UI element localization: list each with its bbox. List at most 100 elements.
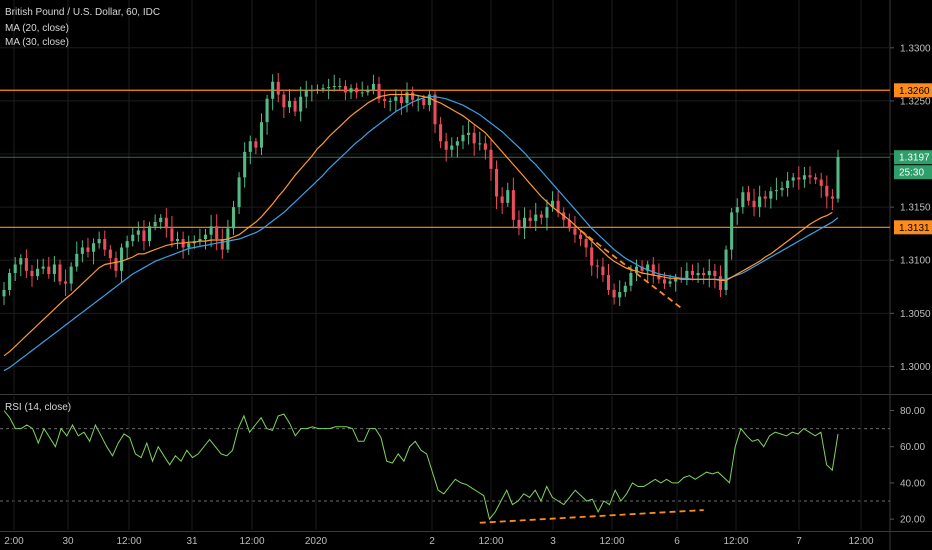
candle-body	[265, 98, 269, 123]
candle-body	[315, 89, 319, 91]
ma20-line	[3, 93, 833, 357]
candle-body	[718, 276, 722, 290]
chart-title: British Pound / U.S. Dollar, 60, IDC	[5, 7, 161, 18]
candle-body	[360, 92, 364, 94]
candle-body	[80, 247, 84, 254]
candle-body	[411, 92, 415, 100]
candle-body	[713, 270, 717, 277]
candle-body	[19, 258, 23, 265]
candle-body	[136, 230, 140, 235]
candle-body	[237, 177, 241, 208]
candle-body	[399, 96, 403, 104]
countdown-badge: 25:30	[899, 168, 924, 179]
candle-body	[383, 98, 387, 101]
candle-body	[439, 124, 443, 142]
candle-body	[791, 177, 795, 181]
time-tick-label: 12:00	[599, 536, 624, 547]
candle-body	[763, 196, 767, 199]
candle-body	[489, 149, 493, 169]
candle-body	[433, 94, 437, 125]
candle-body	[814, 177, 818, 180]
candle-body	[86, 247, 90, 252]
candle-body	[830, 196, 834, 199]
rsi-divergence-trendline	[479, 509, 704, 524]
candle-body	[75, 253, 79, 267]
candle-body	[696, 272, 700, 276]
last-price-badge: 1.3197	[899, 153, 930, 164]
candle-body	[58, 264, 62, 282]
time-tick-label: 2:00	[4, 536, 24, 547]
candle-body	[8, 272, 12, 290]
candle-body	[282, 94, 286, 108]
candle-body	[92, 243, 96, 252]
candle-body	[730, 212, 734, 250]
candle-body	[702, 272, 706, 276]
candle-body	[657, 275, 661, 280]
candle-body	[427, 94, 431, 106]
candle-body	[327, 87, 331, 89]
candle-body	[366, 90, 370, 93]
last-price-badge-bg	[894, 150, 932, 165]
candle-body	[175, 238, 180, 242]
candle-body	[332, 86, 336, 88]
candle-body	[159, 217, 163, 222]
candle-body	[422, 98, 426, 106]
candle-body	[623, 285, 627, 293]
candle-body	[539, 214, 543, 218]
candle-body	[215, 226, 219, 239]
candle-body	[338, 86, 342, 88]
candle-body	[259, 122, 264, 148]
rsi-line	[3, 410, 839, 521]
time-tick-label: 3	[550, 536, 556, 547]
candle-body	[780, 188, 784, 191]
candle-body	[685, 270, 689, 280]
candle-body	[674, 278, 678, 282]
candle-body	[741, 192, 745, 208]
candle-body	[254, 141, 258, 148]
time-tick-label: 31	[186, 536, 198, 547]
candle-body	[103, 238, 107, 250]
candle-body	[517, 219, 521, 229]
candle-body	[573, 228, 577, 235]
candle-body	[640, 266, 644, 271]
time-tick-label: 30	[62, 536, 74, 547]
candle-body	[797, 177, 801, 180]
candle-body	[164, 217, 168, 229]
candle-body	[293, 100, 297, 112]
candle-body	[52, 264, 56, 275]
candle-body	[371, 83, 375, 91]
candle-body	[534, 214, 538, 221]
rsi-tick-label: 60.00	[900, 442, 925, 453]
candle-body	[304, 90, 308, 97]
candle-body	[651, 264, 655, 276]
price-tick-label: 1.3250	[900, 96, 931, 107]
candle-body	[444, 141, 448, 150]
candle-body	[343, 86, 347, 93]
price-tick-label: 1.3300	[900, 43, 931, 54]
candle-body	[545, 207, 549, 218]
candle-body	[231, 207, 236, 229]
candle-body	[550, 200, 555, 208]
candle-body	[153, 221, 157, 227]
candle-body	[584, 238, 588, 248]
time-tick-label: 12:00	[848, 536, 873, 547]
ma30-legend: MA (30, close)	[5, 37, 69, 48]
candle-body	[825, 185, 829, 197]
candle-body	[405, 92, 409, 104]
candle-body	[523, 217, 527, 229]
candle-body	[646, 264, 650, 271]
candle-body	[836, 157, 840, 199]
candle-body	[662, 279, 667, 284]
time-tick-label: 12:00	[239, 536, 264, 547]
candle-body	[612, 289, 616, 298]
candle-body	[377, 83, 381, 99]
candle-body	[310, 90, 314, 92]
candle-body	[690, 270, 695, 276]
candle-body	[724, 249, 728, 290]
candle-body	[528, 217, 532, 221]
ma20-legend: MA (20, close)	[5, 23, 69, 34]
time-tick-label: 7	[796, 536, 802, 547]
rsi-tick-label: 80.00	[900, 406, 925, 417]
candle-body	[590, 247, 594, 266]
